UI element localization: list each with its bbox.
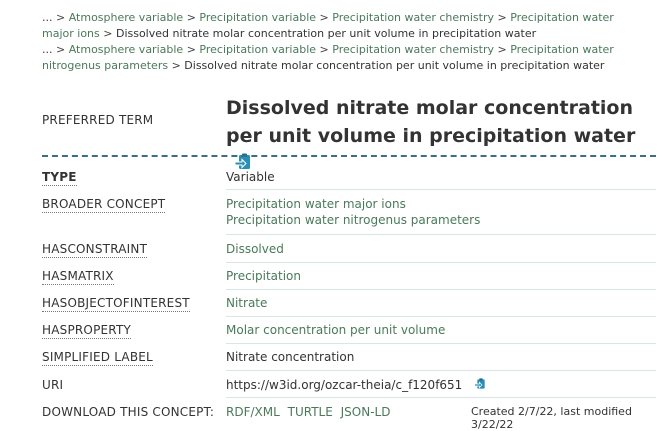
breadcrumb-separator: > xyxy=(186,43,196,56)
row-divider xyxy=(226,316,656,317)
row-divider xyxy=(226,343,656,344)
breadcrumb-link-atmosphere-variable[interactable]: Atmosphere variable xyxy=(68,11,184,24)
type-value: Variable xyxy=(226,170,275,184)
broader-concept-label: BROADER CONCEPT xyxy=(42,197,166,213)
breadcrumb-separator: > xyxy=(56,11,66,24)
download-label: DOWNLOAD THIS CONCEPT: xyxy=(42,405,215,419)
download-formats: RDF/XML TURTLE JSON-LD xyxy=(226,404,394,420)
broader-concept-link-major-ions[interactable]: Precipitation water major ions xyxy=(226,197,406,211)
breadcrumb-link-atmosphere-variable[interactable]: Atmosphere variable xyxy=(68,43,184,56)
hasobjectofinterest-link[interactable]: Nitrate xyxy=(226,296,268,310)
hasmatrix-label: HASMATRIX xyxy=(42,269,114,285)
hasproperty-value: Molar concentration per unit volume xyxy=(226,322,445,338)
breadcrumb-link-precipitation-variable[interactable]: Precipitation variable xyxy=(199,11,317,24)
breadcrumb-link-precipitation-water-major-ions[interactable]: Precipitation water major ions xyxy=(42,11,614,40)
hasconstraint-link[interactable]: Dissolved xyxy=(226,242,284,256)
breadcrumb-link-precipitation-variable[interactable]: Precipitation variable xyxy=(199,43,317,56)
breadcrumb-link-precipitation-water-chemistry[interactable]: Precipitation water chemistry xyxy=(332,43,494,56)
hasconstraint-label: HASCONSTRAINT xyxy=(42,242,148,258)
hasproperty-label: HASPROPERTY xyxy=(42,323,132,339)
breadcrumb-link-precipitation-water-chemistry[interactable]: Precipitation water chemistry xyxy=(332,11,494,24)
row-divider xyxy=(226,370,656,371)
uri-value: https://w3id.org/ozcar-theia/c_f120f651 xyxy=(226,378,463,392)
row-divider xyxy=(226,397,656,398)
preferred-term-value: Dissolved nitrate molar concentration pe… xyxy=(226,97,636,147)
breadcrumb-separator: > xyxy=(171,59,181,72)
broader-concept-link-nitrogenus-parameters[interactable]: Precipitation water nitrogenus parameter… xyxy=(226,213,481,227)
row-divider xyxy=(226,289,656,290)
row-divider xyxy=(226,189,656,190)
breadcrumb-ellipsis: ... xyxy=(42,11,53,24)
breadcrumb-separator: > xyxy=(186,11,196,24)
copy-uri-icon[interactable] xyxy=(474,377,486,394)
section-divider xyxy=(42,155,656,157)
type-label: TYPE xyxy=(42,170,77,186)
breadcrumb-separator: > xyxy=(103,27,113,40)
download-json-ld-link[interactable]: JSON-LD xyxy=(340,405,391,419)
hasmatrix-value: Precipitation xyxy=(226,268,301,284)
breadcrumb-separator: > xyxy=(319,11,329,24)
hasconstraint-value: Dissolved xyxy=(226,241,284,257)
download-rdf-xml-link[interactable]: RDF/XML xyxy=(226,405,280,419)
broader-concept-value: Precipitation water major ions Precipita… xyxy=(226,196,480,228)
hasobjectofinterest-value: Nitrate xyxy=(226,295,267,311)
breadcrumb-trail-2: ... > Atmosphere variable > Precipitatio… xyxy=(42,42,642,74)
breadcrumb-trail-1: ... > Atmosphere variable > Precipitatio… xyxy=(42,10,642,42)
hasmatrix-link[interactable]: Precipitation xyxy=(226,269,302,283)
hasobjectofinterest-label: HASOBJECTOFINTEREST xyxy=(42,296,190,312)
download-turtle-link[interactable]: TURTLE xyxy=(287,405,333,419)
breadcrumb-current: Dissolved nitrate molar concentration pe… xyxy=(115,27,537,40)
simplified-label-value: Nitrate concentration xyxy=(226,350,355,364)
row-divider xyxy=(226,234,656,235)
uri-label: URI xyxy=(42,378,64,392)
simplified-label-label: SIMPLIFIED LABEL xyxy=(42,350,153,366)
uri-value-container: https://w3id.org/ozcar-theia/c_f120f651 xyxy=(226,377,486,394)
row-divider xyxy=(226,262,656,263)
breadcrumb-separator: > xyxy=(319,43,329,56)
preferred-term-label: PREFERRED TERM xyxy=(42,113,154,127)
preferred-term-heading: Dissolved nitrate molar concentration pe… xyxy=(226,94,646,179)
breadcrumbs: ... > Atmosphere variable > Precipitatio… xyxy=(42,10,642,74)
breadcrumb-ellipsis: ... xyxy=(42,43,53,56)
created-modified-date: Created 2/7/22, last modified 3/22/22 xyxy=(471,405,632,431)
breadcrumb-separator: > xyxy=(56,43,66,56)
breadcrumb-separator: > xyxy=(497,11,507,24)
breadcrumb-link-precipitation-water-nitrogenus-parameters[interactable]: Precipitation water nitrogenus parameter… xyxy=(42,43,614,72)
hasproperty-link[interactable]: Molar concentration per unit volume xyxy=(226,323,446,337)
breadcrumb-current: Dissolved nitrate molar concentration pe… xyxy=(184,59,605,72)
breadcrumb-separator: > xyxy=(497,43,507,56)
